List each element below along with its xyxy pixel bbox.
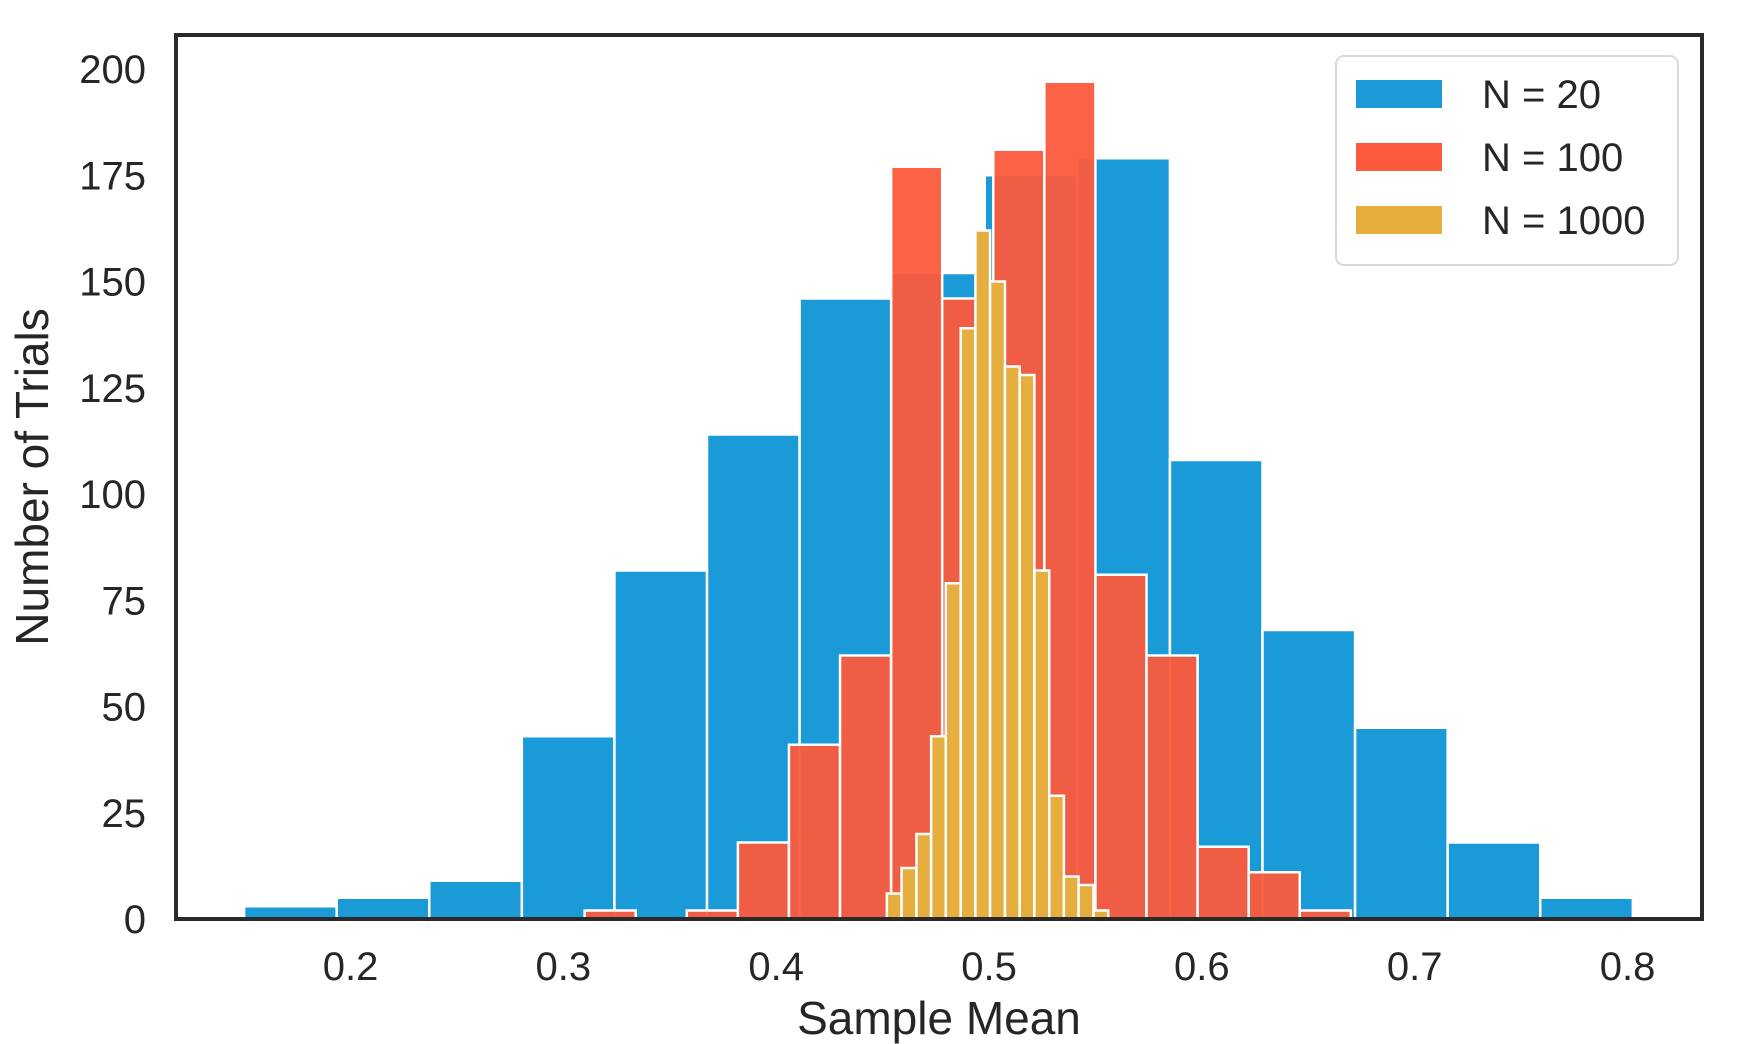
histogram-bar	[787, 743, 842, 921]
histogram-bar	[959, 327, 977, 921]
histogram-bar	[1062, 875, 1080, 921]
legend-swatch	[1356, 80, 1442, 108]
x-tick-label: 0.8	[1600, 945, 1656, 989]
y-axis-ticks: 0 25 50 75 100 125 150 175 200	[79, 48, 146, 942]
histogram-bar	[1003, 365, 1021, 921]
y-tick-label: 125	[79, 367, 146, 411]
histogram-bar	[335, 896, 431, 921]
x-tick-label: 0.5	[961, 945, 1017, 989]
x-tick-label: 0.7	[1387, 945, 1443, 989]
legend-label: N = 20	[1482, 73, 1601, 117]
histogram-bar	[944, 582, 962, 921]
x-tick-label: 0.6	[1174, 945, 1230, 989]
x-tick-label: 0.3	[536, 945, 592, 989]
histogram-bar	[1033, 569, 1051, 921]
histogram-bar	[1047, 794, 1066, 921]
y-tick-label: 0	[124, 898, 146, 942]
histogram-bar	[915, 832, 933, 921]
x-axis-title: Sample Mean	[797, 992, 1081, 1044]
histogram-bar	[1353, 726, 1449, 921]
y-tick-label: 50	[102, 686, 147, 730]
legend-label: N = 100	[1482, 136, 1623, 180]
x-axis-ticks: 0.2 0.3 0.4 0.5 0.6 0.7 0.8	[323, 945, 1656, 989]
legend-swatch	[1356, 143, 1442, 171]
histogram-bar	[1094, 573, 1148, 921]
legend-label: N = 1000	[1482, 199, 1645, 243]
histogram-bar	[1043, 80, 1097, 921]
histogram-bar	[1247, 871, 1301, 921]
histogram-bar	[1018, 373, 1036, 921]
y-tick-label: 25	[102, 792, 147, 836]
x-tick-label: 0.4	[748, 945, 804, 989]
y-axis-title: Number of Trials	[6, 308, 58, 645]
y-tick-label: 175	[79, 154, 146, 198]
histogram-bar	[838, 654, 893, 921]
histogram-bar	[974, 229, 992, 921]
histogram-bar	[1196, 845, 1250, 921]
legend: N = 20 N = 100 N = 1000	[1335, 55, 1679, 266]
y-tick-label: 75	[102, 579, 147, 623]
y-tick-label: 200	[79, 48, 146, 92]
histogram-bar	[885, 892, 903, 921]
histogram-bar	[520, 735, 616, 921]
histogram-bar	[1145, 654, 1199, 921]
histogram-bar	[900, 866, 918, 921]
legend-swatch	[1356, 206, 1442, 234]
histogram-bar	[613, 569, 709, 921]
histogram-bar	[1538, 896, 1635, 921]
histogram-bar	[988, 280, 1007, 921]
histogram-bar	[929, 735, 948, 921]
x-tick-label: 0.2	[323, 945, 379, 989]
y-tick-label: 100	[79, 473, 146, 517]
histogram-bar	[1446, 841, 1542, 921]
histogram-bar	[736, 841, 791, 921]
histogram-bars	[242, 80, 1635, 921]
plot-frame	[174, 33, 1704, 921]
y-tick-label: 150	[79, 261, 146, 305]
histogram-bar	[1077, 883, 1095, 921]
histogram-bar	[428, 879, 524, 921]
